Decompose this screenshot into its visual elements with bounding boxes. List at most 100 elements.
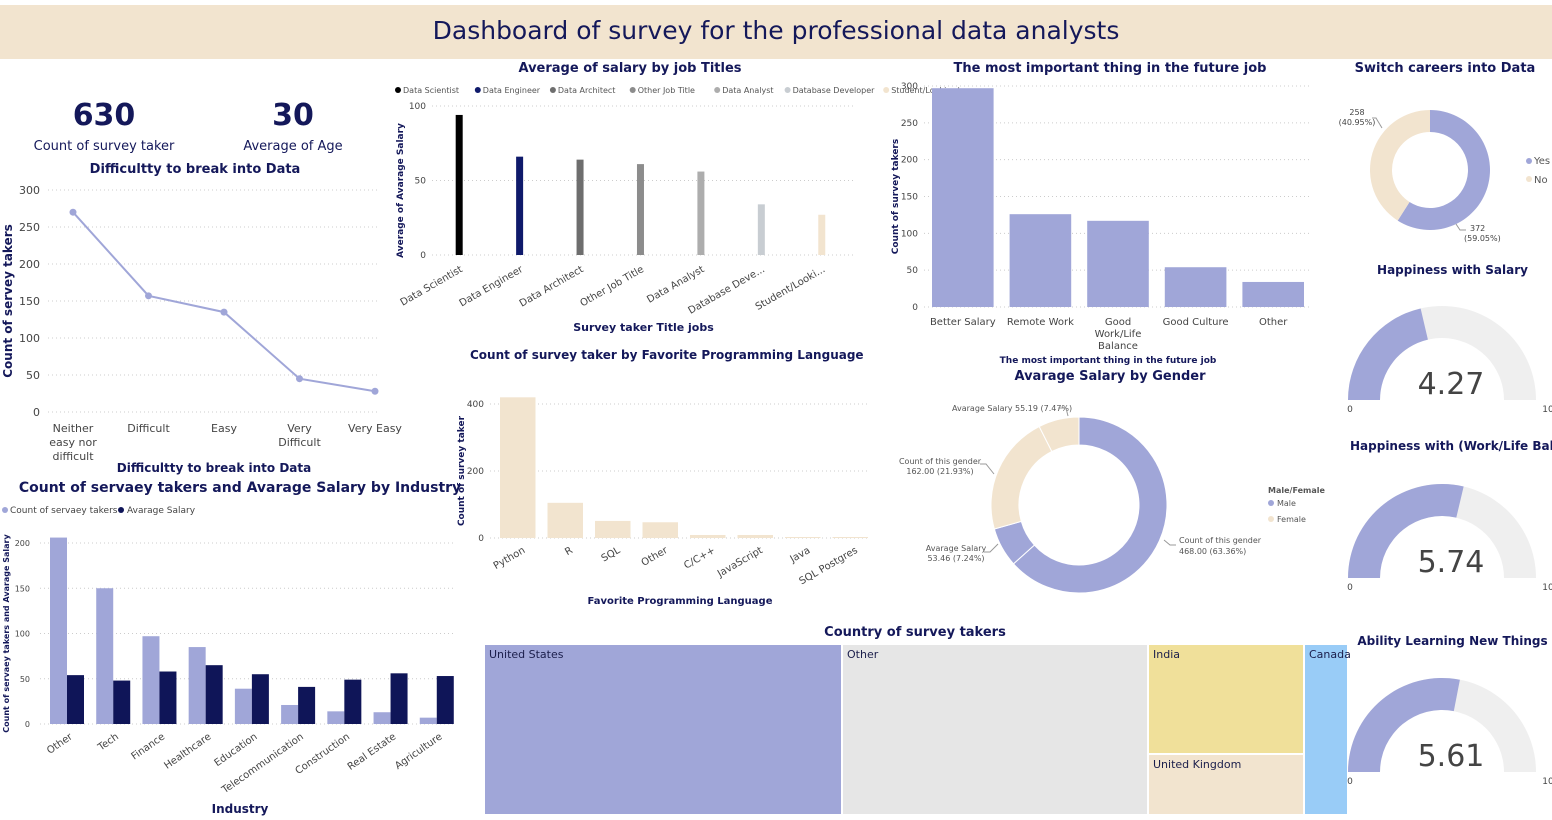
slice-label: 53.46 (7.24%)	[927, 554, 984, 563]
survey-count-value: 630	[72, 98, 136, 133]
bar	[1242, 281, 1304, 307]
gauge-min: 0	[1347, 405, 1353, 415]
legend-label: Male	[1277, 499, 1296, 508]
x-tick-label: C/C++	[682, 545, 717, 572]
bar-salary	[67, 675, 84, 724]
bar	[642, 522, 678, 538]
leader-line	[1058, 407, 1069, 417]
x-axis-title: Industry	[212, 802, 269, 816]
gauge-value: 4.27	[1418, 367, 1485, 402]
x-tick-label: Agriculture	[393, 731, 444, 772]
treemap-tile-canada[interactable]: Canada	[1304, 644, 1351, 815]
legend-label: Data Scientist	[403, 86, 459, 95]
y-tick-label: 0	[420, 251, 426, 261]
bar	[832, 536, 868, 538]
industry-clustered-bar-chart[interactable]: Count of servaey takers Avarage Salary 0 50…	[0, 500, 470, 820]
language-bar-chart[interactable]: 0 200 400 Python R SQL Other C/C++JavaScript Jav…	[440, 390, 880, 610]
x-tick-label: Other	[640, 545, 671, 569]
bar	[576, 159, 584, 255]
leader-line	[1372, 117, 1383, 129]
y-tick-label: 100	[901, 229, 918, 239]
future-job-bar-chart[interactable]: 0 50 100 150 200 250 300 Better Salary Remote Wo…	[880, 78, 1320, 368]
legend-marker	[1268, 516, 1274, 522]
gauge-happiness-salary[interactable]: 4.27 0 10	[1340, 280, 1552, 415]
bar-count	[373, 712, 391, 724]
dashboard-title: Dashboard of survey for the professional…	[432, 16, 1120, 45]
treemap-label: United States	[489, 648, 564, 661]
gender-donut-chart[interactable]: Avarage Salary 55.19 (7.47%) Count of thi…	[880, 390, 1340, 610]
treemap-tile-india[interactable]: India	[1148, 644, 1304, 754]
x-tick-label: Balance	[1098, 341, 1138, 352]
x-axis-title: Survey taker Title jobs	[573, 321, 714, 334]
treemap-tile-united-kingdom[interactable]: United Kingdom	[1148, 754, 1304, 815]
x-tick-label: JavaScript	[715, 545, 765, 580]
x-tick-label: Neither	[53, 422, 94, 435]
bar	[636, 164, 644, 255]
x-tick-label: Finance	[130, 731, 168, 762]
x-tick-label: difficult	[52, 450, 94, 463]
bar	[932, 88, 994, 308]
gauge-ability-learning[interactable]: 5.61 0 10	[1340, 652, 1552, 787]
x-tick-label: Data Engineer	[458, 264, 526, 310]
gauge-happiness-worklife[interactable]: 5.74 0 10	[1340, 458, 1552, 593]
data-point	[220, 308, 228, 316]
data-point	[371, 387, 379, 395]
leader-line	[1163, 539, 1176, 546]
treemap-tile-other[interactable]: Other	[842, 644, 1148, 815]
gauge-fill	[1348, 678, 1460, 772]
switch-careers-donut[interactable]: 258(40.95%) 372(59.05%) Yes No	[1310, 90, 1552, 250]
treemap-tile-united-states[interactable]: United States	[484, 644, 842, 815]
leader-line	[984, 543, 999, 553]
salary-jobs-bar-chart[interactable]: Data Scientist Data Engineer Data Architec…	[390, 80, 967, 340]
y-tick-label: 200	[19, 258, 40, 271]
y-tick-label: 50	[26, 369, 40, 382]
bar	[1009, 214, 1072, 307]
leader-line	[980, 463, 995, 475]
y-tick-label: 150	[901, 193, 918, 203]
legend-label: Yes	[1533, 156, 1550, 167]
x-tick-label: SQL	[600, 545, 623, 565]
bar	[737, 534, 773, 538]
bar-salary	[298, 686, 316, 724]
data-point	[296, 375, 303, 383]
x-axis-title: Favorite Programming Language	[588, 596, 773, 607]
x-tick-label: Tech	[95, 731, 120, 753]
legend-title: Male/Female	[1268, 486, 1325, 495]
x-tick-label: Other Job Title	[578, 264, 646, 309]
y-tick-label: 50	[907, 266, 919, 276]
x-tick-label: Good Culture	[1163, 317, 1229, 328]
legend-marker	[1268, 500, 1274, 506]
y-tick-label: 100	[409, 102, 426, 112]
legend-label: Data Architect	[558, 86, 616, 95]
gauge-value: 5.61	[1418, 739, 1485, 774]
slice-label: Count of this gender	[899, 457, 982, 466]
gauge-fill	[1348, 484, 1464, 578]
bar-count	[419, 717, 437, 724]
bar-salary	[344, 679, 362, 724]
x-tick-label: Data Scientist	[399, 264, 465, 309]
legend-marker	[629, 87, 636, 93]
bar-count	[50, 537, 67, 724]
y-tick-label: 50	[20, 675, 30, 684]
gender-chart-title: Avarage Salary by Gender	[1014, 369, 1206, 384]
slice-label: 468.00 (63.36%)	[1179, 547, 1246, 556]
x-tick-label: Difficult	[278, 436, 321, 449]
slice-label: 162.00 (21.93%)	[906, 467, 973, 476]
slice-label: Avarage Salary 55.19 (7.47%)	[952, 404, 1072, 413]
legend-label: Avarage Salary	[127, 506, 196, 516]
x-tick-label: Other	[45, 731, 75, 757]
slice-label-no: 258	[1349, 108, 1364, 117]
x-tick-label: Better Salary	[930, 317, 996, 328]
average-age-label: Average of Age	[243, 139, 343, 154]
slice-label-yes-pct: (59.05%)	[1464, 234, 1501, 243]
bar-salary	[113, 680, 131, 724]
gauge-salary-title: Happiness with Salary	[1377, 263, 1528, 277]
y-tick-label: 0	[912, 303, 918, 313]
legend-label: Other Job Title	[638, 86, 695, 95]
bar	[1164, 267, 1227, 307]
legend-marker	[549, 87, 556, 93]
average-age-value: 30	[272, 98, 314, 133]
gauge-max: 10	[1542, 777, 1552, 787]
legend-marker	[118, 507, 124, 513]
